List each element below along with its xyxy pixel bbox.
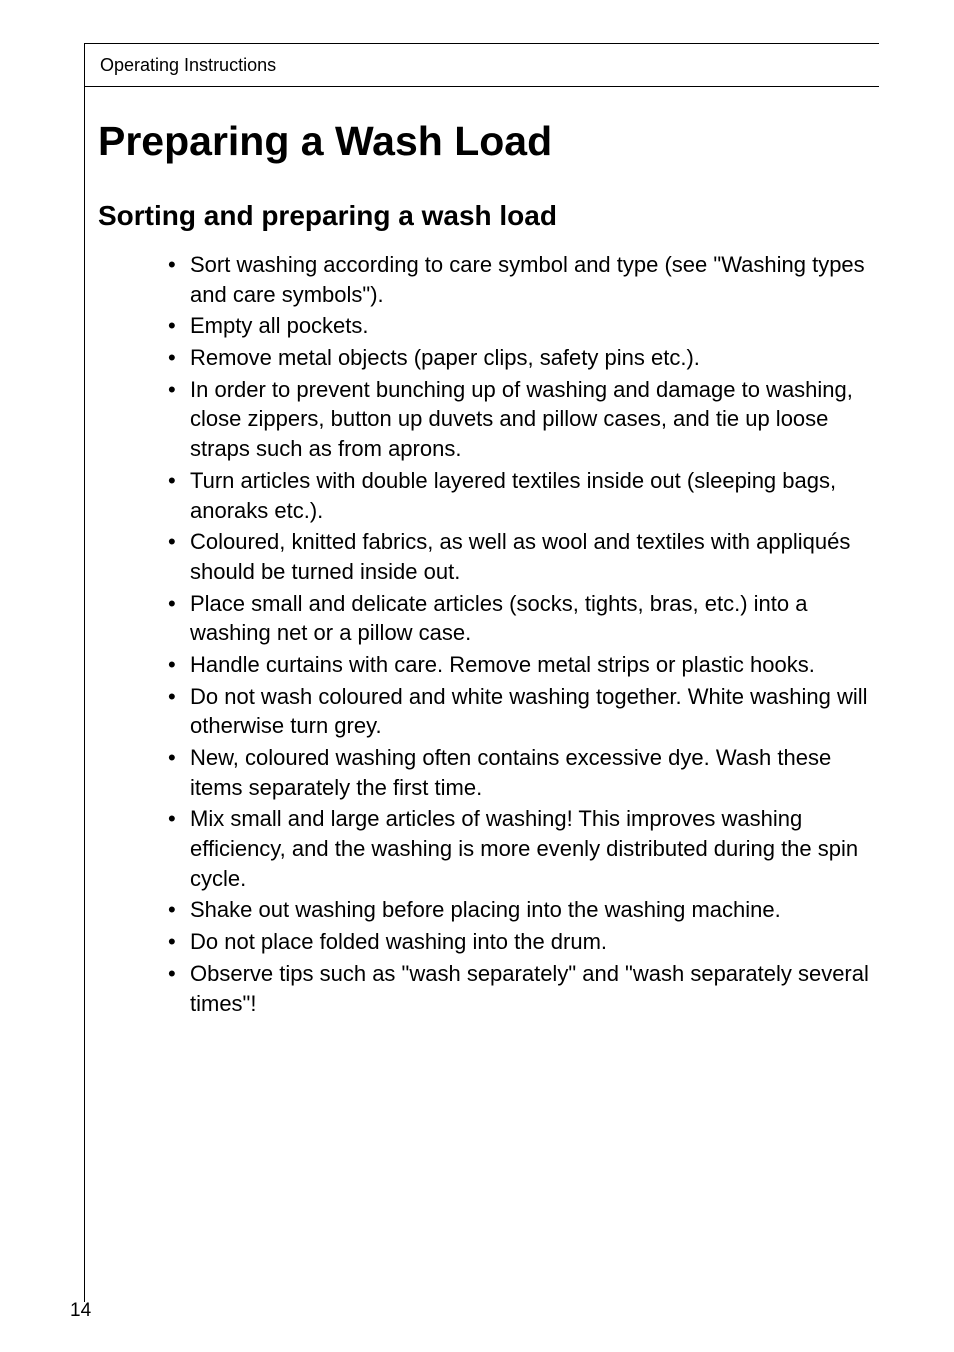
list-item: Sort washing according to care symbol an… [168,250,880,309]
list-item: Empty all pockets. [168,311,880,341]
page-number: 14 [70,1300,91,1322]
header-section-label: Operating Instructions [100,55,276,76]
page-title: Preparing a Wash Load [98,118,552,165]
list-item: Observe tips such as "wash separately" a… [168,959,880,1018]
list-item: Turn articles with double layered textil… [168,466,880,525]
list-item: Do not place folded washing into the dru… [168,927,880,957]
list-item: In order to prevent bunching up of washi… [168,375,880,464]
list-item: Place small and delicate articles (socks… [168,589,880,648]
list-item: New, coloured washing often contains exc… [168,743,880,802]
header-divider [84,86,879,87]
bullet-list: Sort washing according to care symbol an… [168,250,880,1020]
list-item: Coloured, knitted fabrics, as well as wo… [168,527,880,586]
list-item: Remove metal objects (paper clips, safet… [168,343,880,373]
list-item: Mix small and large articles of washing!… [168,804,880,893]
list-item: Shake out washing before placing into th… [168,895,880,925]
list-item: Do not wash coloured and white washing t… [168,682,880,741]
section-title: Sorting and preparing a wash load [98,200,557,232]
list-item: Handle curtains with care. Remove metal … [168,650,880,680]
